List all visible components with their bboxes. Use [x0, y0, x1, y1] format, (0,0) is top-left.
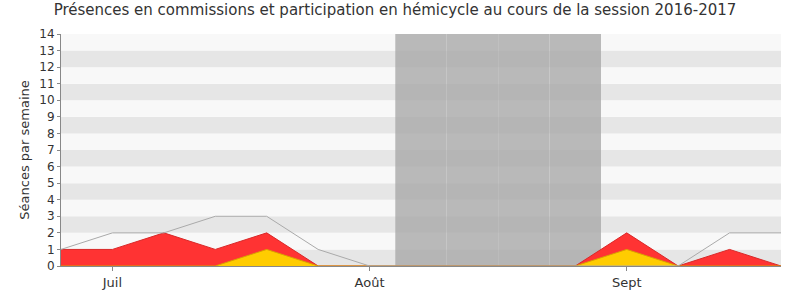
svg-text:13: 13	[39, 44, 54, 58]
svg-text:1: 1	[47, 243, 55, 257]
svg-text:Août: Août	[355, 275, 385, 290]
svg-text:3: 3	[47, 209, 55, 223]
svg-text:Juil: Juil	[102, 275, 122, 290]
svg-text:10: 10	[39, 93, 54, 107]
svg-text:0: 0	[47, 259, 55, 273]
svg-text:6: 6	[47, 160, 55, 174]
svg-text:11: 11	[39, 77, 54, 91]
svg-text:4: 4	[47, 193, 55, 207]
svg-text:7: 7	[47, 143, 55, 157]
svg-text:2: 2	[47, 226, 55, 240]
svg-text:Sept: Sept	[612, 275, 642, 290]
svg-text:Séances par semaine: Séances par semaine	[17, 80, 32, 219]
svg-text:9: 9	[47, 110, 55, 124]
svg-text:14: 14	[39, 27, 54, 41]
svg-text:12: 12	[39, 60, 54, 74]
svg-text:5: 5	[47, 176, 55, 190]
svg-text:Présences en commissions et pa: Présences en commissions et participatio…	[54, 1, 737, 19]
svg-text:8: 8	[47, 127, 55, 141]
